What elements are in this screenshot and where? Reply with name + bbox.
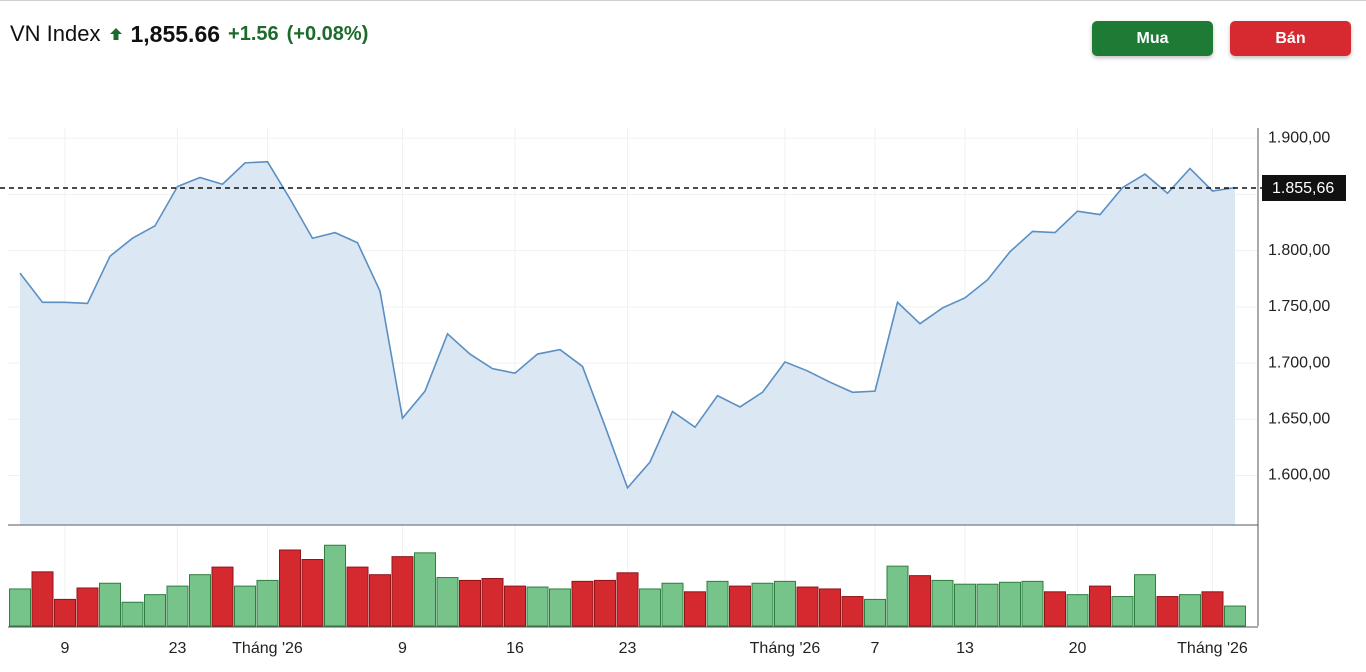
volume-bar (841, 596, 864, 627)
volume-bar (661, 582, 684, 627)
volume-bar (954, 583, 976, 627)
volume-bar (931, 579, 954, 627)
volume-bar (774, 580, 796, 627)
volume-bar (121, 601, 144, 627)
x-tick-label: 13 (956, 640, 974, 657)
volume-bar (616, 572, 639, 627)
volume-bar (9, 588, 31, 627)
area-fill (20, 161, 1235, 525)
volume-bar (1201, 591, 1224, 627)
y-tick-label: 1.750,00 (1268, 298, 1330, 315)
volume-bar (526, 586, 549, 627)
sell-button[interactable]: Bán (1230, 21, 1351, 56)
volume-bar (481, 578, 504, 627)
volume-bar (346, 566, 369, 627)
x-tick-label: 23 (169, 640, 187, 657)
volume-bar (76, 587, 99, 627)
instrument-name: VN Index (10, 21, 101, 46)
volume-bar (706, 580, 729, 627)
volume-bar (324, 544, 346, 627)
volume-bar (549, 588, 571, 627)
y-tick-label: 1.900,00 (1268, 129, 1330, 146)
x-tick-label: 16 (506, 640, 524, 657)
price-change-percent: (+0.08%) (286, 22, 369, 45)
x-tick-label: 7 (871, 640, 880, 657)
x-tick-label: 23 (619, 640, 637, 657)
volume-bar (909, 575, 931, 627)
volume-bar (54, 598, 76, 627)
volume-bar (504, 585, 526, 627)
volume-bar (729, 585, 751, 627)
volume-bar (369, 574, 391, 627)
price-change: +1.56 (228, 22, 279, 45)
x-tick-label: 20 (1069, 640, 1087, 657)
volume-bar (211, 566, 234, 627)
volume-bar (796, 586, 819, 627)
buy-button[interactable]: Mua (1092, 21, 1213, 56)
volume-bar (639, 588, 661, 627)
volume-bar (391, 556, 414, 627)
volume-bar (886, 565, 909, 627)
volume-bar (256, 579, 279, 627)
volume-bar (1021, 580, 1044, 627)
x-tick-label: Tháng '26 (750, 640, 821, 657)
x-tick-label: Tháng '26 (232, 640, 303, 657)
y-tick-label: 1.700,00 (1268, 354, 1330, 371)
volume-bar (1179, 594, 1201, 627)
volume-bar (459, 579, 481, 627)
x-tick-label: 9 (61, 640, 70, 657)
volume-bar (279, 549, 301, 627)
up-arrow-icon (109, 28, 122, 40)
volume-bar (751, 582, 774, 627)
volume-bar (144, 594, 166, 627)
volume-bar (819, 588, 841, 627)
volume-bar (166, 585, 189, 627)
volume-bar (1111, 596, 1134, 627)
volume-bar (1134, 574, 1156, 627)
volume-bar (436, 577, 459, 627)
price-line (19, 160, 1236, 490)
quote-header: VN Index 1,855.66 +1.56 (+0.08%) (10, 19, 368, 49)
volume-bar (1224, 605, 1246, 627)
volume-bar (189, 574, 211, 627)
volume-bar (1066, 594, 1089, 627)
volume-bar (999, 581, 1021, 627)
volume-bar (1089, 585, 1111, 627)
volume-bar (864, 598, 886, 627)
x-tick-label: Tháng '26 (1177, 640, 1248, 657)
current-price-box (1262, 174, 1346, 201)
volume-bar (1156, 596, 1179, 627)
volume-bar (414, 552, 436, 627)
volume-bar (99, 582, 121, 627)
volume-bar (31, 571, 54, 627)
volume-bar (301, 559, 324, 627)
y-tick-label: 1.600,00 (1268, 467, 1330, 484)
volume-bar (976, 583, 999, 627)
x-tick-label: 9 (398, 640, 407, 657)
y-tick-label: 1.800,00 (1268, 242, 1330, 259)
last-price: 1,855.66 (130, 20, 221, 47)
volume-bar (234, 585, 256, 627)
current-price-label: 1.855,66 (1272, 180, 1334, 197)
volume-bar (594, 579, 616, 627)
volume-bar (684, 591, 706, 627)
volume-bar (571, 580, 594, 627)
y-tick-label: 1.650,00 (1268, 411, 1330, 428)
volume-bar (1044, 591, 1066, 627)
